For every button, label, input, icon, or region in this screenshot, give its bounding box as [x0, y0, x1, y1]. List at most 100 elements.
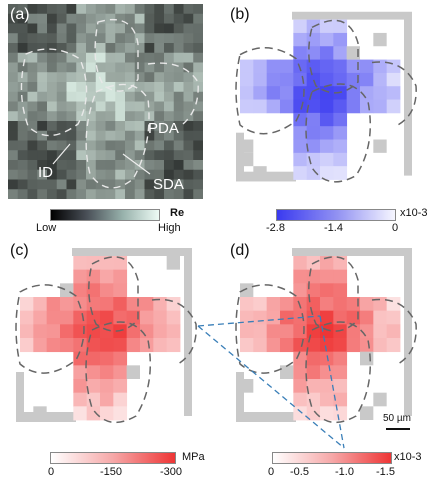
intensity-pixel: [86, 13, 97, 24]
intensity-pixel: [47, 169, 58, 180]
intensity-pixel: [125, 4, 136, 15]
intensity-pixel: [134, 121, 145, 132]
map-cell: [253, 338, 268, 353]
intensity-pixel: [193, 62, 203, 73]
intensity-pixel: [8, 140, 19, 151]
colorbar-b-tick-1: -1.4: [324, 222, 343, 234]
intensity-pixel: [27, 72, 38, 83]
intensity-pixel: [193, 179, 203, 190]
intensity-pixel: [27, 91, 38, 102]
colorbar-d-tick-1: -0.5: [290, 466, 309, 478]
intensity-pixel: [17, 52, 28, 63]
map-cell: [373, 86, 388, 100]
intensity-pixel: [144, 23, 155, 34]
intensity-pixel: [8, 4, 19, 15]
intensity-pixel: [95, 13, 106, 24]
map-cell: [240, 59, 254, 74]
intensity-pixel: [27, 82, 38, 93]
intensity-pixel: [164, 23, 175, 34]
colorbar-c-tick-2: -300: [160, 466, 183, 478]
map-cell: [333, 365, 348, 380]
map-cell: [73, 310, 88, 325]
intensity-pixel: [27, 130, 38, 141]
colorbar-b-tick-2: 0: [392, 222, 399, 234]
map-cell: [346, 338, 361, 353]
intensity-pixel: [86, 169, 97, 180]
intensity-pixel: [164, 160, 175, 171]
intensity-pixel: [105, 43, 116, 54]
map-cell: [113, 310, 128, 325]
intensity-pixel: [95, 160, 106, 171]
map-cell: [253, 297, 268, 312]
intensity-pixel: [56, 179, 67, 190]
map-cell: [253, 310, 268, 325]
map-cell: [333, 379, 348, 394]
dashed-grain-boundary: [371, 61, 417, 126]
intensity-pixel: [17, 82, 28, 93]
intensity-pixel: [144, 130, 155, 141]
colorbar-d: [272, 452, 392, 464]
intensity-pixel: [56, 82, 67, 93]
map-cell: [386, 324, 401, 339]
intensity-pixel: [17, 23, 28, 34]
intensity-pixel: [183, 101, 194, 112]
intensity-pixel: [193, 160, 203, 171]
intensity-pixel: [56, 43, 67, 54]
map-cell: [100, 392, 114, 407]
intensity-pixel: [86, 130, 97, 141]
intensity-pixel: [27, 43, 38, 54]
map-cell: [320, 46, 334, 60]
intensity-pixel: [95, 140, 106, 151]
intensity-pixel: [193, 189, 203, 199]
map-cell: [86, 338, 101, 353]
map-cell: [333, 297, 348, 312]
intensity-pixel: [76, 33, 87, 44]
map-cell: [320, 269, 334, 284]
intensity-pixel: [154, 160, 165, 171]
map-cell: [306, 166, 321, 180]
dashed-grain-boundary: [371, 298, 417, 365]
map-cell: [253, 72, 268, 87]
map-cell: [333, 112, 348, 127]
panel-a-label: (a): [10, 6, 30, 23]
intensity-pixel: [76, 91, 87, 102]
map-cell: [100, 338, 114, 353]
map-cell: [166, 338, 181, 353]
map-cell: [320, 283, 334, 298]
intensity-pixel: [183, 179, 194, 190]
intensity-pixel: [95, 4, 106, 15]
masked-cell: [240, 139, 254, 153]
intensity-pixel: [37, 140, 48, 151]
map-cell: [113, 392, 128, 407]
intensity-pixel: [37, 82, 48, 93]
intensity-pixel: [144, 160, 155, 171]
map-cell: [320, 126, 334, 140]
intensity-pixel: [37, 130, 48, 141]
intensity-pixel: [154, 91, 165, 102]
intensity-pixel: [173, 82, 184, 93]
map-cell: [100, 406, 114, 421]
intensity-pixel: [105, 72, 116, 83]
intensity-pixel: [8, 13, 19, 24]
colorbar-d-tick-3: -1.5: [376, 466, 395, 478]
intensity-pixel: [66, 82, 77, 93]
intensity-pixel: [8, 189, 19, 199]
intensity-pixel: [86, 52, 97, 63]
map-cell: [293, 297, 308, 312]
intensity-pixel: [17, 179, 28, 190]
map-cell: [293, 379, 308, 394]
intensity-pixel: [56, 150, 67, 161]
intensity-pixel: [37, 91, 48, 102]
map-cell: [293, 32, 308, 47]
map-cell: [240, 99, 254, 114]
intensity-pixel: [37, 52, 48, 63]
intensity-pixel: [17, 189, 28, 199]
intensity-pixel: [144, 33, 155, 44]
intensity-pixel: [95, 130, 106, 141]
masked-cell: [373, 139, 387, 153]
map-cell: [240, 338, 254, 353]
map-cell: [373, 59, 388, 74]
map-cell: [360, 310, 374, 325]
colorbar-c-unit: MPa: [182, 451, 205, 463]
map-cell: [100, 379, 114, 394]
